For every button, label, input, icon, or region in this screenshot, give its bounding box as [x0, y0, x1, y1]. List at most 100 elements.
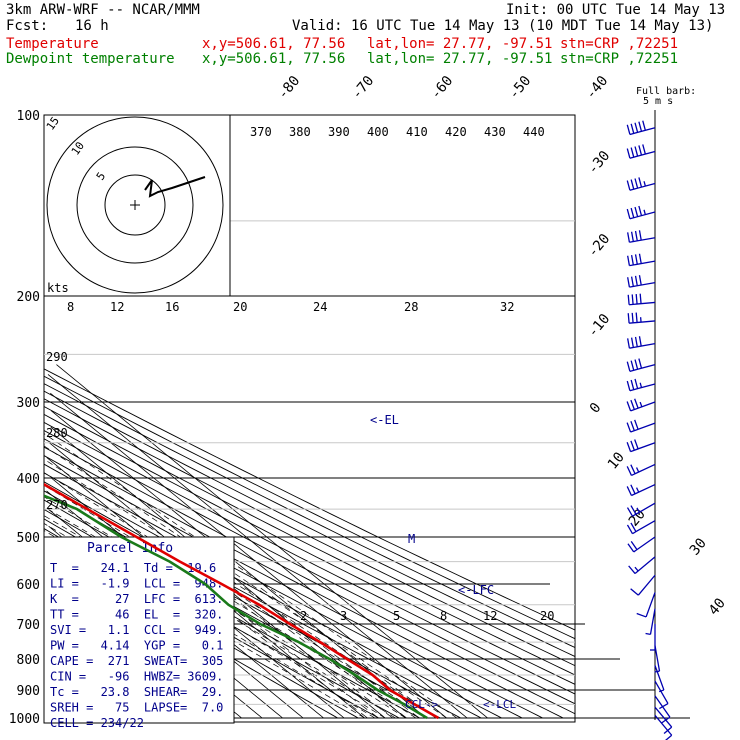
wind-barb: [645, 608, 656, 635]
wind-speed-tick-20: 20: [233, 300, 247, 314]
temperature-latlon: lat,lon= 27.77, -97.51: [367, 36, 553, 52]
lfc-marker: <-LFC: [458, 583, 494, 597]
isotherm-label-40: 40: [706, 595, 729, 618]
wind-barb-flag: [638, 177, 643, 188]
hodograph-trace: [144, 176, 206, 198]
wind-barb-flag: [630, 421, 635, 431]
theta-left-label-270: 270: [46, 498, 68, 512]
m-marker: M: [408, 532, 415, 546]
full-barb-value: 5 m s: [643, 96, 673, 107]
pressure-tick-800: 800: [17, 653, 40, 668]
wind-barb: [636, 592, 656, 618]
isotherm-label-10: 10: [605, 449, 628, 472]
wind-barb-half: [639, 382, 643, 388]
wind-barb-staff: [654, 695, 671, 718]
wind-speed-tick-32: 32: [500, 300, 514, 314]
wind-barb-staff: [637, 574, 656, 596]
wind-barbs: [626, 110, 673, 740]
wind-barb-staff: [629, 260, 656, 267]
parcel-row: LI = -1.9 LCL = 948.: [50, 577, 223, 591]
parcel-row: Tc = 23.8 SHEAR= 29.: [50, 685, 223, 699]
hodograph-ring-2: [76, 146, 194, 264]
model-title: 3km ARW-WRF -- NCAR/MMM: [6, 2, 200, 18]
wind-barb-flag: [638, 205, 643, 216]
isotherm-label--20: -20: [585, 231, 614, 261]
dewpoint-legend: Dewpoint temperature: [6, 51, 175, 67]
wind-barb-half: [634, 566, 639, 572]
wind-barb-flag: [626, 380, 631, 391]
wind-barb: [650, 624, 656, 651]
isotherm-label--50: -50: [506, 73, 535, 103]
wind-barb-flag: [639, 293, 642, 304]
wind-barb-half: [643, 209, 646, 215]
wind-barb-half: [639, 401, 643, 408]
theta-label-410: 410: [406, 125, 428, 139]
wind-barb-flag: [630, 276, 634, 287]
wind-barb-half: [635, 467, 640, 473]
wind-barb-flag: [627, 255, 631, 266]
wind-barb-flag: [634, 146, 639, 157]
wind-barb-flag: [638, 253, 642, 264]
parcel-row: CELL = 234/22: [50, 716, 144, 730]
moist-adiabat-5: [44, 506, 396, 719]
wind-barb-flag: [659, 703, 669, 710]
pressure-tick-400: 400: [17, 472, 40, 487]
isotherm--10: [46, 457, 365, 719]
wind-barb-flag: [627, 294, 630, 305]
lcl-marker: <-LCL: [483, 698, 516, 711]
isotherm-label--10: -10: [585, 311, 614, 341]
isotherm-40: [47, 374, 468, 719]
wind-barb: [626, 463, 656, 477]
wind-barb-flag: [627, 543, 635, 553]
wind-barb-flag: [630, 440, 635, 451]
wind-barb-flag: [626, 422, 632, 433]
temperature-xy: x,y=506.61, 77.56: [202, 36, 346, 52]
wind-barb-flag: [630, 179, 635, 190]
wind-barb: [654, 680, 669, 710]
parcel-row: TT = 46 EL = 320.: [50, 608, 223, 622]
wind-barb-staff: [654, 714, 673, 736]
wind-barb-staff: [649, 608, 656, 635]
wind-barb-half: [658, 689, 665, 693]
theta-label-420: 420: [445, 125, 467, 139]
wind-barb-staff: [629, 237, 656, 243]
parcel-box: [43, 536, 235, 724]
theta-label-430: 430: [484, 125, 506, 139]
wind-barb-flag: [627, 232, 631, 243]
wind-barb: [626, 419, 656, 433]
dewpoint-stn: stn=CRP ,72251: [560, 51, 679, 67]
theta-left-label-280: 280: [46, 426, 68, 440]
wind-barb: [626, 205, 656, 220]
valid-time: Valid: 16 UTC Tue 14 May 13 (10 MDT Tue …: [292, 18, 714, 34]
wind-barb-flag: [634, 206, 639, 217]
pressure-tick-100: 100: [17, 109, 40, 124]
wind-barb-staff: [630, 442, 656, 453]
fcst-value: 16 h: [75, 18, 109, 34]
wind-barb-flag: [638, 121, 643, 132]
wind-barb-flag: [626, 401, 632, 412]
wind-barb: [626, 120, 656, 136]
wind-barb: [627, 312, 656, 324]
wind-barb: [626, 439, 656, 453]
hodograph-ring-1: [104, 174, 166, 236]
wind-barb-flag: [630, 207, 635, 218]
wind-barb: [630, 574, 656, 596]
wind-barb-flag: [634, 378, 639, 389]
sounding-profiles: [44, 482, 440, 720]
wind-barb-flag: [627, 277, 631, 288]
wind-barb-staff: [633, 536, 656, 553]
wind-barb-flag: [642, 120, 646, 131]
full-barb-label: Full barb:: [636, 86, 696, 97]
level-markers: <-EL M <-LFC CCL-> <-LCL: [370, 413, 516, 711]
wind-barb-flag: [634, 122, 639, 133]
wind-barb: [626, 144, 656, 159]
mixing-ratio-label-2: 2: [300, 609, 307, 623]
wind-barb-flag: [631, 294, 634, 305]
wind-barb: [628, 556, 656, 575]
wind-barb-flag: [630, 541, 638, 550]
wind-barb-flag: [638, 145, 643, 156]
hodograph-ring-3: [46, 116, 224, 294]
isotherm-label-30: 30: [687, 535, 710, 558]
wind-barb-flag: [626, 507, 634, 517]
parcel-row: SVI = 1.1 CCL = 949.: [50, 623, 223, 637]
